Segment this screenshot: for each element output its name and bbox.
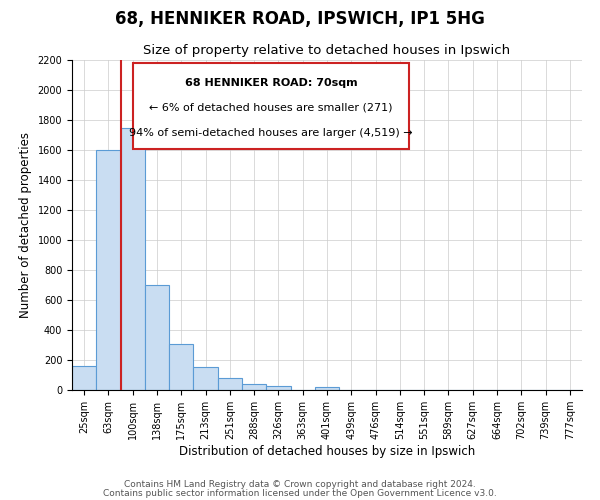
Text: 68, HENNIKER ROAD, IPSWICH, IP1 5HG: 68, HENNIKER ROAD, IPSWICH, IP1 5HG <box>115 10 485 28</box>
Text: Contains HM Land Registry data © Crown copyright and database right 2024.: Contains HM Land Registry data © Crown c… <box>124 480 476 489</box>
Bar <box>218 378 242 390</box>
Y-axis label: Number of detached properties: Number of detached properties <box>19 132 32 318</box>
Bar <box>121 128 145 390</box>
Bar <box>242 384 266 390</box>
Text: Contains public sector information licensed under the Open Government Licence v3: Contains public sector information licen… <box>103 490 497 498</box>
Bar <box>193 367 218 390</box>
FancyBboxPatch shape <box>133 64 409 149</box>
Text: 94% of semi-detached houses are larger (4,519) →: 94% of semi-detached houses are larger (… <box>129 128 413 138</box>
X-axis label: Distribution of detached houses by size in Ipswich: Distribution of detached houses by size … <box>179 445 475 458</box>
Bar <box>266 386 290 390</box>
Bar <box>72 366 96 390</box>
Text: ← 6% of detached houses are smaller (271): ← 6% of detached houses are smaller (271… <box>149 103 392 113</box>
Bar <box>315 387 339 390</box>
Bar <box>145 285 169 390</box>
Text: 68 HENNIKER ROAD: 70sqm: 68 HENNIKER ROAD: 70sqm <box>185 78 357 88</box>
Bar <box>96 150 121 390</box>
Bar <box>169 344 193 390</box>
Title: Size of property relative to detached houses in Ipswich: Size of property relative to detached ho… <box>143 44 511 58</box>
